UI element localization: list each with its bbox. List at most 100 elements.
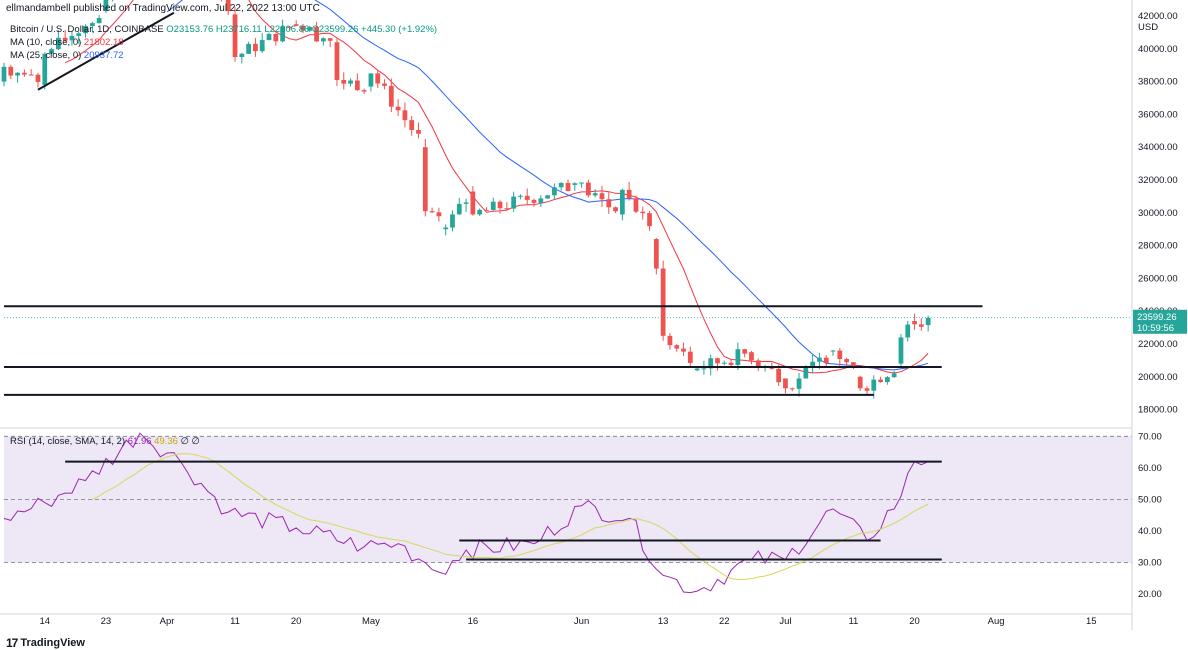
rsi-extra: ∅ ∅ <box>180 436 200 447</box>
candle-body <box>35 74 41 82</box>
candle-body <box>280 26 285 42</box>
candle-body <box>878 379 883 383</box>
candle-body <box>660 268 666 336</box>
candle-body <box>579 182 584 184</box>
rsi-label: RSI (14, close, SMA, 14, 2) <box>10 436 126 447</box>
rsi-line <box>3 432 929 594</box>
candle-body <box>817 357 822 362</box>
candle-body <box>565 182 571 191</box>
currency-label: USD <box>1138 22 1158 33</box>
candle-body <box>89 23 95 27</box>
price-tick-label: 30000.00 <box>1138 208 1178 219</box>
axes: USD18000.0020000.0022000.0024000.0026000… <box>0 0 1187 630</box>
candle-body <box>789 388 795 390</box>
candle-body <box>749 352 754 361</box>
price-tick-label: 22000.00 <box>1138 339 1178 350</box>
candle-body <box>368 73 374 87</box>
price-tick-label: 28000.00 <box>1138 241 1178 252</box>
time-tick-label: 11 <box>848 616 858 627</box>
ma10-legend[interactable]: MA (10, close, 0) 21802.18 <box>10 37 124 48</box>
candle-body <box>518 195 523 197</box>
time-tick-label: 23 <box>101 616 112 627</box>
candle-body <box>83 26 88 34</box>
candle-body <box>830 350 836 352</box>
candle-body <box>8 66 14 76</box>
candle-body <box>674 345 680 349</box>
price-tick-label: 34000.00 <box>1138 142 1178 153</box>
ma10-value: 21802.18 <box>83 37 124 48</box>
candle-body <box>572 183 578 185</box>
candle-body <box>681 348 686 352</box>
price-tick-label: 42000.00 <box>1138 11 1178 22</box>
rsi-tick-label: 20.00 <box>1138 589 1162 600</box>
candle-body <box>470 191 476 215</box>
candle-body <box>613 207 618 212</box>
candle-body <box>783 378 788 389</box>
candle-body <box>402 110 408 121</box>
candle-body <box>884 377 890 383</box>
rsi-legend[interactable]: RSI (14, close, SMA, 14, 2) 61.96 49.36 … <box>10 436 200 447</box>
time-tick-label: 22 <box>719 616 730 627</box>
time-tick-label: Jun <box>574 616 589 627</box>
ma25-legend[interactable]: MA (25, close, 0) 20937.72 <box>10 50 124 61</box>
tradingview-brand[interactable]: 17 TradingView <box>6 636 85 650</box>
candle-body <box>463 202 469 204</box>
rsi-tick-label: 40.00 <box>1138 526 1162 537</box>
candle-body <box>864 388 870 391</box>
candles <box>1 0 931 399</box>
time-tick-label: 14 <box>39 616 50 627</box>
candle-body <box>586 182 591 196</box>
candle-body <box>715 358 720 364</box>
candle-body <box>511 196 517 209</box>
candle-body <box>49 49 54 54</box>
candle-body <box>823 357 829 364</box>
candle-body <box>246 43 252 54</box>
time-tick-label: 11 <box>230 616 240 627</box>
candle-body <box>524 195 530 200</box>
support-resistance-lines[interactable] <box>4 11 983 396</box>
time-tick-label: Aug <box>988 616 1005 627</box>
price-tick-label: 40000.00 <box>1138 44 1178 55</box>
candle-body <box>300 25 306 31</box>
rsi-sma-line <box>92 453 929 581</box>
candle-body <box>422 147 428 212</box>
candle-body <box>912 321 917 325</box>
candle-body <box>599 193 605 200</box>
candle-body <box>647 213 652 227</box>
time-tick-label: 20 <box>291 616 302 627</box>
publisher-credit: ellmandambell published on TradingView.c… <box>6 3 320 14</box>
rsi-value: 61.96 <box>127 436 152 447</box>
candle-body <box>436 212 442 217</box>
candle-body <box>76 33 82 36</box>
symbol-legend[interactable]: Bitcoin / U.S. Dollar, 1D, COINBASE O231… <box>10 24 437 35</box>
candle-body <box>28 74 34 76</box>
candle-body <box>307 27 313 31</box>
time-tick-label: 15 <box>1086 616 1097 627</box>
candle-body <box>619 189 625 215</box>
candle-body <box>844 359 849 363</box>
candle-body <box>721 362 727 364</box>
candle-body <box>484 209 489 211</box>
candle-body <box>55 37 61 50</box>
candle-body <box>687 351 693 363</box>
candle-body <box>443 227 449 230</box>
candle-body <box>103 0 109 12</box>
candle-body <box>69 35 75 41</box>
time-tick-label: Jul <box>779 616 791 627</box>
candle-body <box>755 360 761 367</box>
candle-body <box>606 199 612 208</box>
candle-body <box>388 85 394 107</box>
candle-body <box>273 33 279 42</box>
ohlc-values: O23153.76 H23716.11 L22806.86 C23599.26 … <box>166 24 438 35</box>
moving-averages <box>64 0 929 374</box>
time-tick-label: 16 <box>468 616 479 627</box>
candle-body <box>545 195 550 199</box>
tradingview-logo-icon: 17 <box>6 636 18 650</box>
candle-body <box>504 208 510 210</box>
candle-body <box>287 26 292 28</box>
candle-body <box>253 43 258 52</box>
candle-body <box>293 24 299 26</box>
candle-body <box>266 33 272 41</box>
rsi-tick-label: 60.00 <box>1138 463 1162 474</box>
